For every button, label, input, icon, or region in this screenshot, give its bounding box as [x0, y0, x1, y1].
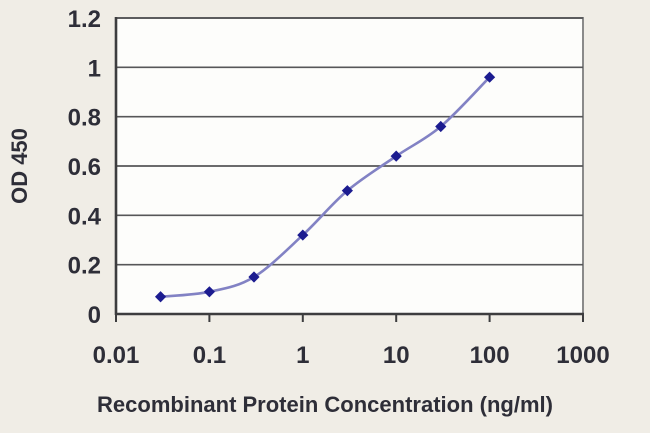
x-axis-title: Recombinant Protein Concentration (ng/ml…: [97, 392, 553, 417]
y-tick-label: 0.6: [68, 154, 101, 181]
data-point-marker: [154, 291, 167, 303]
y-tick-label: 0.2: [68, 253, 101, 280]
y-tick-label: 0: [88, 302, 101, 329]
data-point-marker: [484, 71, 496, 83]
y-tick-label: 1: [88, 55, 101, 82]
y-axis-title: OD 450: [7, 128, 32, 204]
data-point-marker: [435, 120, 447, 133]
y-tick-label: 0.8: [68, 105, 101, 132]
data-point-marker: [341, 185, 353, 197]
data-point-marker: [297, 229, 309, 241]
y-tick-label: 0.4: [68, 203, 102, 230]
data-point-marker: [390, 150, 402, 162]
x-tick-label: 1000: [556, 342, 609, 369]
x-tick-label: 10: [383, 342, 410, 369]
data-point-marker: [248, 271, 260, 283]
x-tick-label: 0.1: [193, 342, 226, 369]
x-tick-label: 0.01: [93, 342, 140, 369]
x-tick-label: 1: [296, 342, 309, 369]
x-tick-label: 100: [470, 342, 510, 369]
data-point-marker: [203, 286, 215, 298]
y-tick-label: 1.2: [68, 6, 101, 33]
